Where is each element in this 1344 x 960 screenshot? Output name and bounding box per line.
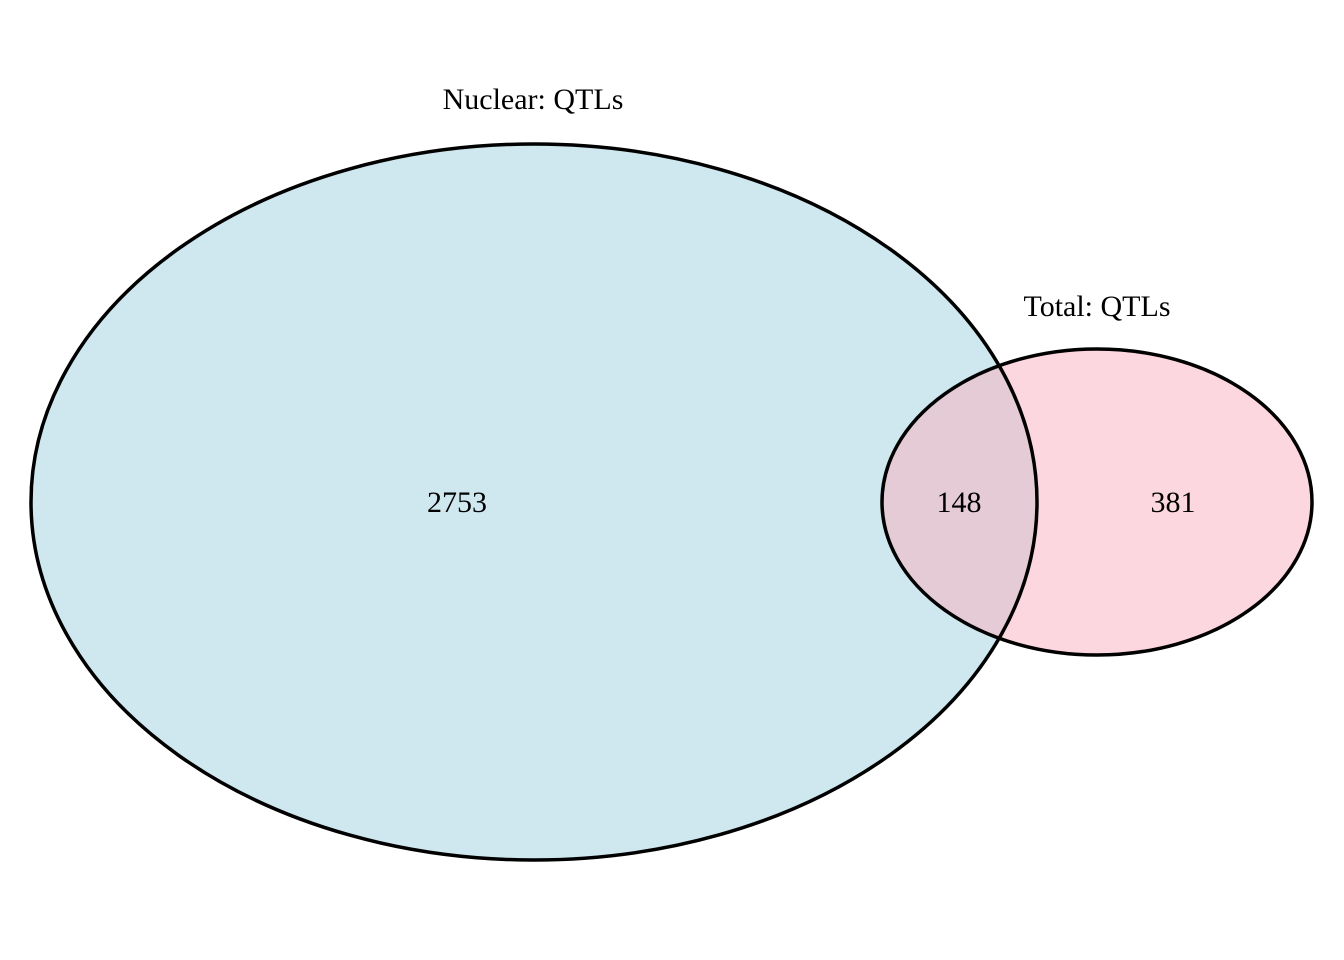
intersection-count: 148 bbox=[937, 486, 982, 519]
nuclear-set-outline bbox=[29, 142, 1039, 862]
nuclear-only-count: 2753 bbox=[427, 486, 487, 519]
nuclear-set-region bbox=[31, 144, 1037, 860]
intersection-region bbox=[882, 349, 1037, 655]
total-set-outline bbox=[880, 347, 1314, 657]
nuclear-set-label: Nuclear: QTLs bbox=[443, 83, 624, 116]
total-only-count: 381 bbox=[1151, 486, 1196, 519]
total-set-label: Total: QTLs bbox=[1023, 290, 1170, 323]
